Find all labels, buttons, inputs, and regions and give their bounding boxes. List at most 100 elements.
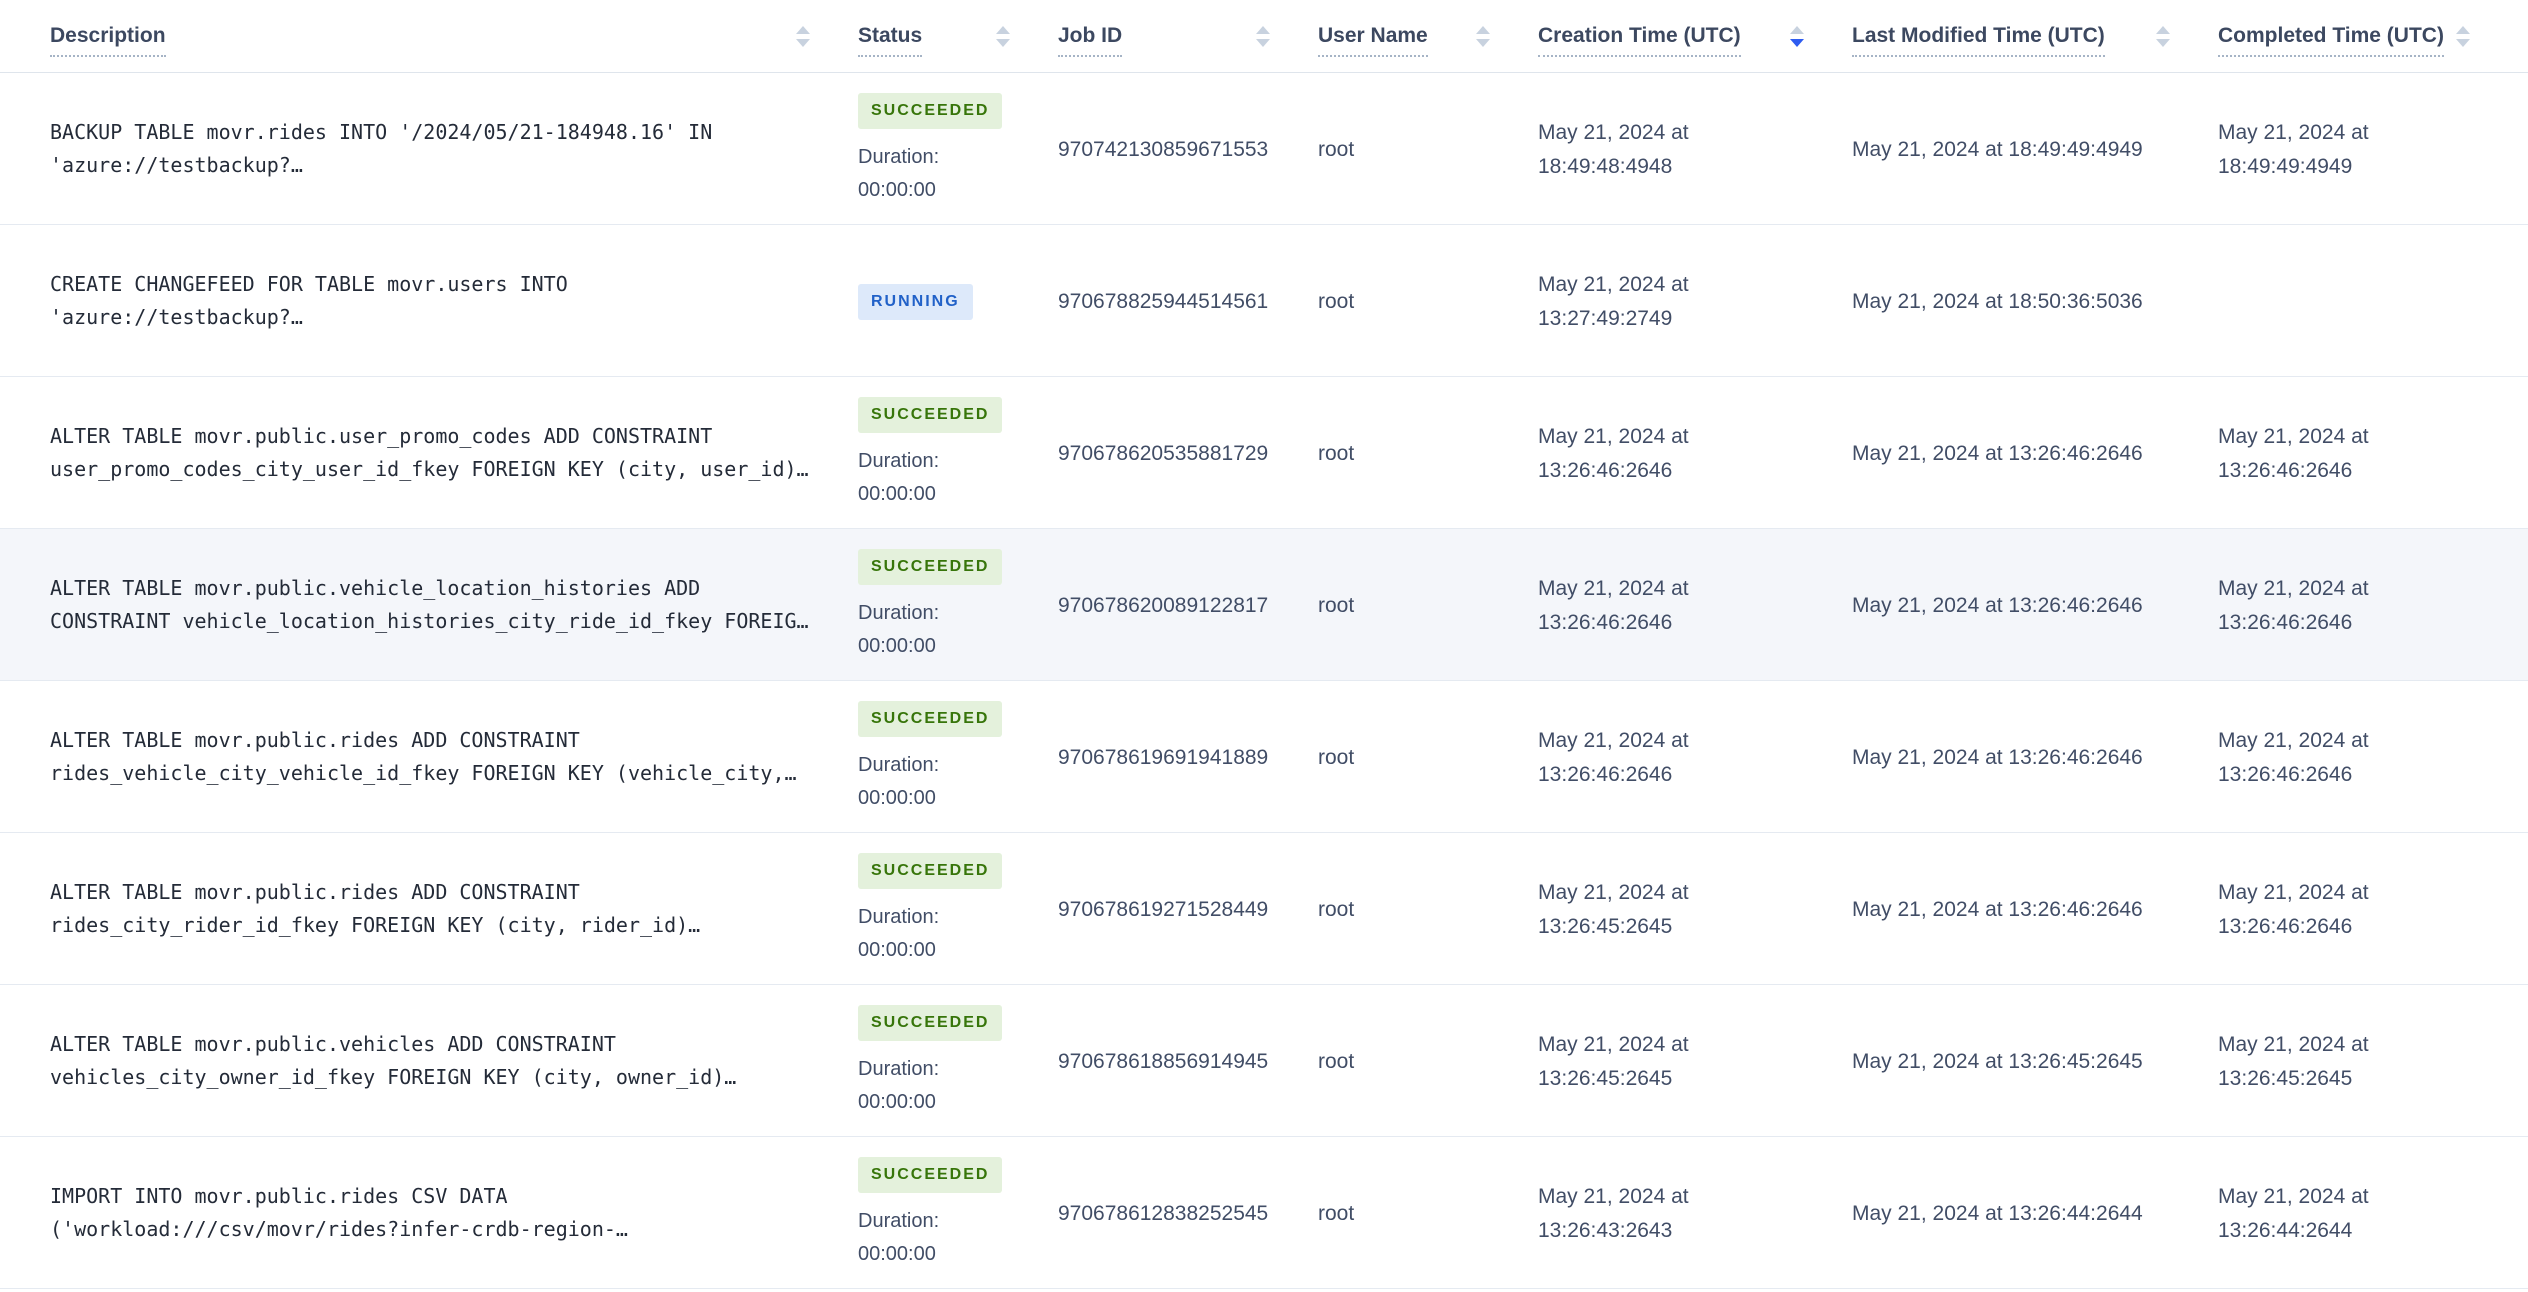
creation-time: May 21, 2024 at 13:26:46:2646	[1538, 728, 1689, 786]
table-header-row: Description Status Job ID User Name	[0, 0, 2528, 73]
duration-label: Duration:	[858, 601, 940, 624]
duration-value: 00:00:00	[858, 178, 936, 201]
column-header-status[interactable]: Status	[858, 0, 1058, 72]
column-header-description[interactable]: Description	[50, 0, 858, 72]
status-badge: SUCCEEDED	[858, 852, 1003, 889]
sort-desc-icon[interactable]	[1256, 38, 1270, 47]
completed-time: May 21, 2024 at 13:26:46:2646	[2218, 424, 2369, 482]
table-row[interactable]: ALTER TABLE movr.public.rides ADD CONSTR…	[0, 833, 2528, 985]
column-header-last-modified-time[interactable]: Last Modified Time (UTC)	[1852, 0, 2218, 72]
sort-asc-icon[interactable]	[1476, 25, 1490, 34]
status-cell: RUNNING Duration: 00:00:00	[858, 283, 1058, 320]
last-modified-time: May 21, 2024 at 13:26:46:2646	[1852, 593, 2143, 617]
job-description-link[interactable]: ALTER TABLE movr.public.user_promo_codes…	[50, 424, 809, 482]
table-row[interactable]: ALTER TABLE movr.public.user_promo_codes…	[0, 377, 2528, 529]
description-cell: ALTER TABLE movr.public.rides ADD CONSTR…	[50, 876, 858, 943]
description-cell: ALTER TABLE movr.public.rides ADD CONSTR…	[50, 724, 858, 791]
column-label: Job ID	[1058, 24, 1123, 57]
sort-icons[interactable]	[996, 25, 1010, 47]
sort-asc-icon[interactable]	[2455, 25, 2470, 34]
table-row[interactable]: ALTER TABLE movr.public.vehicles ADD CON…	[0, 985, 2528, 1137]
duration-value: 00:00:00	[858, 1090, 936, 1113]
sort-icons[interactable]	[796, 25, 810, 47]
job-duration: Duration: 00:00:00	[858, 141, 939, 207]
user-name: root	[1318, 745, 1355, 769]
duration-label: Duration:	[858, 753, 940, 776]
last-modified-time: May 21, 2024 at 13:26:46:2646	[1852, 897, 2143, 921]
sort-desc-icon[interactable]	[2156, 38, 2170, 47]
status-badge: SUCCEEDED	[858, 1004, 1003, 1041]
creation-time: May 21, 2024 at 13:26:43:2643	[1538, 1184, 1689, 1242]
job-description-link[interactable]: IMPORT INTO movr.public.rides CSV DATA (…	[50, 1184, 628, 1242]
column-label: Status	[858, 24, 923, 57]
sort-asc-icon[interactable]	[1790, 25, 1804, 34]
column-header-creation-time[interactable]: Creation Time (UTC)	[1538, 0, 1852, 72]
sort-icons[interactable]	[2156, 25, 2170, 47]
job-id: 970678619271528449	[1058, 897, 1269, 921]
sort-desc-icon[interactable]	[2455, 38, 2470, 47]
job-id: 970678612838252545	[1058, 1201, 1269, 1225]
status-cell: SUCCEEDED Duration: 00:00:00	[858, 852, 1058, 967]
job-description-link[interactable]: ALTER TABLE movr.public.rides ADD CONSTR…	[50, 728, 797, 786]
status-cell: SUCCEEDED Duration: 00:00:00	[858, 396, 1058, 511]
user-name: root	[1318, 289, 1355, 313]
description-cell: BACKUP TABLE movr.rides INTO '/2024/05/2…	[50, 116, 858, 183]
column-header-user-name[interactable]: User Name	[1318, 0, 1538, 72]
sort-desc-icon[interactable]	[1476, 38, 1490, 47]
sort-asc-icon[interactable]	[996, 25, 1010, 34]
creation-time: May 21, 2024 at 13:27:49:2749	[1538, 272, 1689, 330]
status-cell: SUCCEEDED Duration: 00:00:00	[858, 1004, 1058, 1119]
creation-time: May 21, 2024 at 13:26:45:2645	[1538, 880, 1689, 938]
sort-icons[interactable]	[1476, 25, 1490, 47]
column-label: Creation Time (UTC)	[1538, 24, 1741, 57]
job-description-link[interactable]: CREATE CHANGEFEED FOR TABLE movr.users I…	[50, 272, 568, 330]
user-name: root	[1318, 897, 1355, 921]
description-cell: CREATE CHANGEFEED FOR TABLE movr.users I…	[50, 268, 858, 335]
job-duration: Duration: 00:00:00	[858, 597, 939, 663]
job-id: 970742130859671553	[1058, 137, 1269, 161]
status-badge: RUNNING	[858, 283, 973, 320]
table-row[interactable]: IMPORT INTO movr.public.rides CSV DATA (…	[0, 1137, 2528, 1289]
column-header-job-id[interactable]: Job ID	[1058, 0, 1318, 72]
table-row[interactable]: CREATE CHANGEFEED FOR TABLE movr.users I…	[0, 225, 2528, 377]
duration-label: Duration:	[858, 1209, 940, 1232]
duration-label: Duration:	[858, 905, 940, 928]
job-description-link[interactable]: BACKUP TABLE movr.rides INTO '/2024/05/2…	[50, 120, 713, 178]
sort-asc-icon[interactable]	[796, 25, 810, 34]
sort-desc-icon[interactable]	[1790, 38, 1804, 47]
column-label: Description	[50, 24, 166, 57]
job-duration: Duration: 00:00:00	[858, 1205, 939, 1271]
sort-asc-icon[interactable]	[1256, 25, 1270, 34]
last-modified-time: May 21, 2024 at 13:26:46:2646	[1852, 441, 2143, 465]
duration-label: Duration:	[858, 1057, 940, 1080]
status-cell: SUCCEEDED Duration: 00:00:00	[858, 700, 1058, 815]
job-description-link[interactable]: ALTER TABLE movr.public.vehicles ADD CON…	[50, 1032, 737, 1090]
status-cell: SUCCEEDED Duration: 00:00:00	[858, 1156, 1058, 1271]
job-description-link[interactable]: ALTER TABLE movr.public.vehicle_location…	[50, 576, 809, 634]
sort-desc-icon[interactable]	[996, 38, 1010, 47]
job-description-link[interactable]: ALTER TABLE movr.public.rides ADD CONSTR…	[50, 880, 701, 938]
job-id: 970678620089122817	[1058, 593, 1269, 617]
table-row[interactable]: BACKUP TABLE movr.rides INTO '/2024/05/2…	[0, 73, 2528, 225]
description-cell: ALTER TABLE movr.public.vehicles ADD CON…	[50, 1028, 858, 1095]
sort-icons[interactable]	[1256, 25, 1270, 47]
table-row[interactable]: ALTER TABLE movr.public.rides ADD CONSTR…	[0, 681, 2528, 833]
sort-asc-icon[interactable]	[2156, 25, 2170, 34]
column-header-completed-time[interactable]: Completed Time (UTC)	[2218, 0, 2518, 72]
last-modified-time: May 21, 2024 at 18:49:49:4949	[1852, 137, 2143, 161]
job-duration: Duration: 00:00:00	[858, 1053, 939, 1119]
user-name: root	[1318, 593, 1355, 617]
column-label: Last Modified Time (UTC)	[1852, 24, 2105, 57]
table-row[interactable]: ALTER TABLE movr.public.vehicle_location…	[0, 529, 2528, 681]
job-duration: Duration: 00:00:00	[858, 445, 939, 511]
sort-icons[interactable]	[1790, 25, 1804, 47]
sort-desc-icon[interactable]	[796, 38, 810, 47]
status-badge: SUCCEEDED	[858, 700, 1003, 737]
status-cell: SUCCEEDED Duration: 00:00:00	[858, 92, 1058, 207]
completed-time: May 21, 2024 at 13:26:46:2646	[2218, 728, 2369, 786]
duration-value: 00:00:00	[858, 938, 936, 961]
duration-value: 00:00:00	[858, 634, 936, 657]
sort-icons[interactable]	[2455, 25, 2470, 47]
column-label: Completed Time (UTC)	[2218, 24, 2444, 57]
